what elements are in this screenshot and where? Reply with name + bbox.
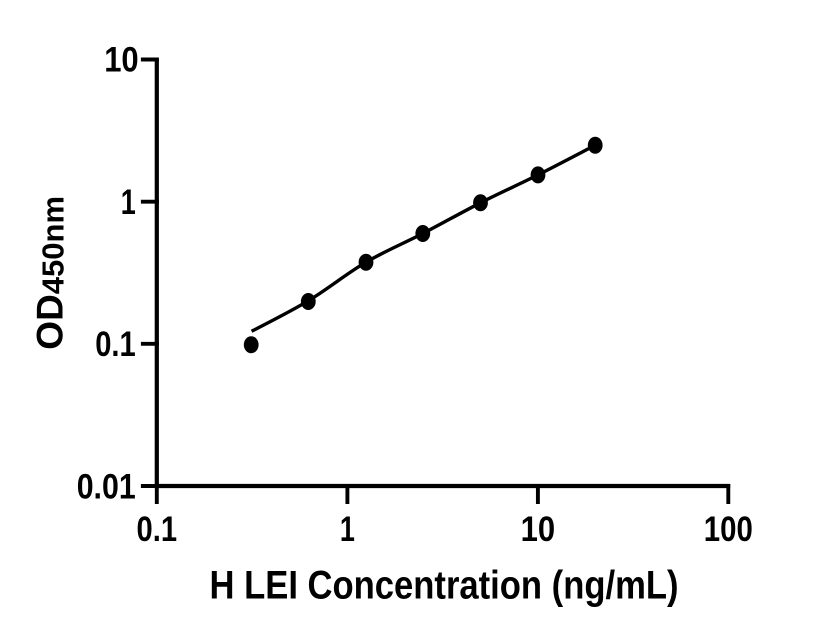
svg-text:100: 100 bbox=[704, 510, 753, 549]
svg-text:10: 10 bbox=[104, 40, 139, 79]
svg-text:0.01: 0.01 bbox=[77, 467, 136, 506]
svg-text:1: 1 bbox=[340, 510, 355, 549]
svg-text:0.1: 0.1 bbox=[95, 325, 136, 364]
svg-text:10: 10 bbox=[521, 510, 556, 549]
svg-text:OD450nm: OD450nm bbox=[30, 196, 71, 350]
svg-text:1: 1 bbox=[121, 183, 136, 222]
svg-text:0.1: 0.1 bbox=[137, 510, 178, 549]
svg-text:H LEI Concentration (ng/mL): H LEI Concentration (ng/mL) bbox=[210, 564, 679, 608]
